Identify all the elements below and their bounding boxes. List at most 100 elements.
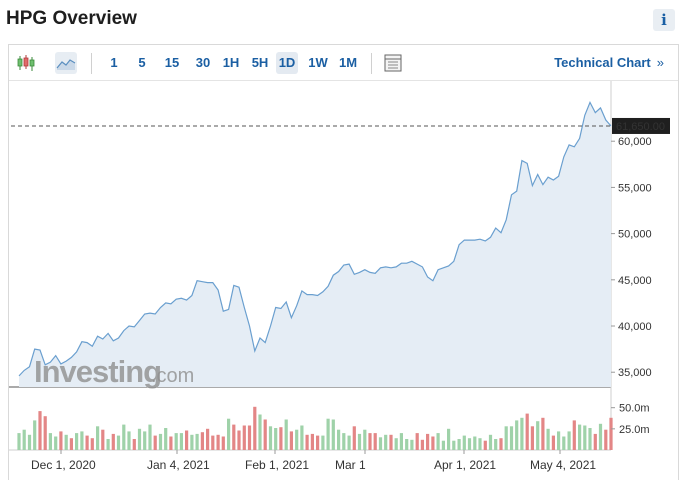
timeframe-1-button[interactable]: 1 [110,55,118,70]
price-chart[interactable]: Investing .com 35,000 40,000 45,000 50,000 5… [9,45,678,480]
x-tick-label: Jan 4, 2021 [147,458,210,472]
volume-bar [195,433,199,450]
volume-bar [116,435,121,450]
volume-bar [415,433,419,450]
volume-bar [127,431,131,450]
info-icon[interactable]: i [653,9,675,31]
volume-bar [541,417,545,450]
volume-bar [583,425,587,450]
volume-bar [237,430,241,450]
chevron-right-icon: » [656,55,664,70]
volume-bar [342,433,346,450]
volume-bar [258,414,262,450]
volume-bar [420,439,424,450]
volume-bar [122,424,126,450]
volume-bar [604,429,608,450]
timeframe-5-button[interactable]: 5 [138,55,146,70]
volume-bar [164,428,168,450]
x-tick-label: Apr 1, 2021 [434,458,496,472]
volume-bar [221,436,225,450]
timeframe-15-button[interactable]: 15 [164,55,180,70]
volume-bar [33,420,37,450]
volume-bar [578,424,582,450]
volume-bar [190,434,194,450]
volume-bar [101,429,105,450]
timeframe-1w-button[interactable]: 1W [308,55,328,70]
price-area-fill [19,102,611,388]
volume-bar [373,433,377,450]
volume-bar [211,435,215,450]
volume-bar [337,429,341,450]
timeframe-30-button[interactable]: 30 [195,55,211,70]
volume-bar [206,428,210,450]
volume-bar [562,436,566,450]
volume-bar [609,417,613,450]
volume-bar [295,429,299,450]
volume-bar [525,413,529,450]
volume-bar [572,420,576,450]
volume-bar [520,417,524,450]
volume-bar [321,435,325,450]
volume-bar [75,433,79,450]
volume-tick-label: 25.0m [619,424,650,436]
volume-bar [85,435,89,450]
volume-bar [551,435,555,450]
candlestick-chart-icon[interactable] [15,52,37,74]
chart-widget: 1 5 15 30 1H 5H 1D 1W 1M Technical Chart» Invest… [8,44,679,480]
timeframe-1h-button[interactable]: 1H [222,55,240,70]
volume-bar [316,435,320,450]
volume-bar [399,433,403,450]
volume-bar [158,433,163,450]
volume-bar [263,419,267,450]
volume-bar [305,434,309,450]
watermark-suffix: .com [151,365,194,387]
last-price-label: 61,650.00 [616,121,665,133]
volume-bar [242,425,246,450]
volume-bar [185,430,189,450]
x-tick-label: Feb 1, 2021 [245,458,309,472]
volume-bar [22,429,26,450]
volume-bar [179,433,183,450]
y-tick-label: 45,000 [618,275,652,287]
volume-bar [483,440,487,450]
volume-bar [593,433,597,450]
volume-bar [132,439,136,450]
volume-bar [478,438,482,450]
volume-bar [494,439,498,450]
volume-bar [384,434,388,450]
volume-bar [54,436,58,450]
volume-bar [64,434,68,450]
volume-bar [441,440,445,450]
volume-bar [352,426,356,450]
volume-bar [326,418,330,450]
area-chart-icon[interactable] [55,52,77,74]
volume-bar [59,431,63,450]
volume-bar [38,411,42,450]
volume-bar [457,439,461,450]
timeframe-1m-button[interactable]: 1M [338,55,358,70]
technical-chart-link[interactable]: Technical Chart » [554,52,664,74]
timeframe-1d-button[interactable]: 1D [276,52,298,74]
y-tick-label: 40,000 [618,321,652,333]
volume-bar [436,433,440,450]
x-tick-label: Dec 1, 2020 [31,458,96,472]
toolbar-separator [91,53,92,74]
y-tick-label: 60,000 [618,136,652,148]
volume-bar [546,428,550,450]
volume-bar [509,426,514,450]
volume-bar [148,424,152,450]
timeframe-5h-button[interactable]: 5H [251,55,269,70]
volume-bar [279,427,283,450]
volume-bar [80,431,84,450]
y-tick-label: 55,000 [618,182,652,194]
volume-bar [488,434,493,450]
volume-bar [357,433,362,450]
volume-bar [111,433,115,450]
volume-bar [300,425,304,450]
volume-bar [378,437,383,450]
volume-bar [347,435,351,450]
volume-bar [27,434,32,450]
chart-settings-icon[interactable] [382,52,404,74]
volume-bar [253,406,257,450]
volume-bar [96,426,100,450]
